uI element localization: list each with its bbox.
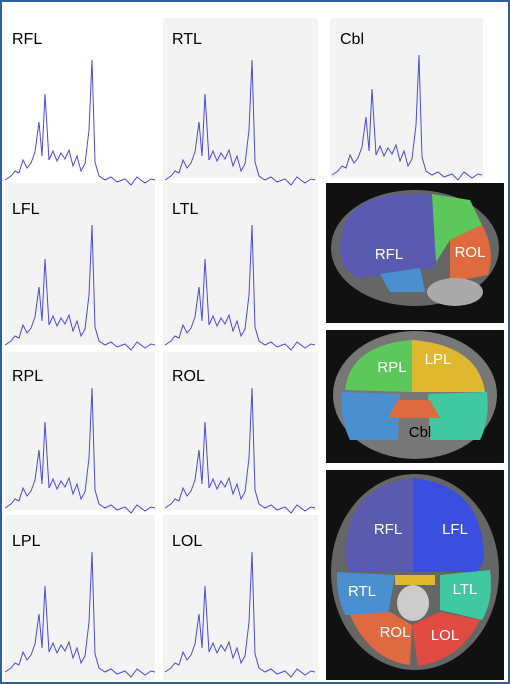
region-label: LPL bbox=[425, 351, 452, 368]
region bbox=[412, 612, 480, 666]
panel-label: ROL bbox=[172, 368, 205, 385]
panel-bg bbox=[163, 18, 318, 178]
region-label: RPL bbox=[377, 359, 406, 376]
region bbox=[450, 225, 491, 282]
region bbox=[345, 340, 412, 392]
region bbox=[413, 478, 484, 572]
region-label: ROL bbox=[380, 624, 411, 641]
region bbox=[440, 570, 491, 620]
brain-axial: RFL LFL RTL LTL ROL LOL bbox=[326, 470, 504, 680]
region bbox=[345, 478, 413, 572]
region-label: LTL bbox=[453, 581, 478, 598]
panel-label: Cbl bbox=[340, 31, 364, 48]
region bbox=[388, 400, 440, 418]
panel-bg bbox=[5, 18, 155, 178]
panel-bg bbox=[330, 18, 483, 178]
region bbox=[428, 392, 488, 440]
region bbox=[350, 612, 412, 665]
region-label: RFL bbox=[374, 521, 402, 538]
region-label: Cbl bbox=[409, 424, 432, 441]
region bbox=[341, 392, 400, 440]
region-label: RTL bbox=[348, 583, 376, 600]
region bbox=[395, 575, 435, 585]
panel-label: RPL bbox=[12, 368, 43, 385]
brain-coronal: RPL LPL Cbl bbox=[326, 330, 504, 463]
panel-bg bbox=[163, 352, 318, 510]
region-label: LFL bbox=[442, 521, 468, 538]
cerebellum bbox=[427, 278, 483, 306]
region bbox=[380, 268, 425, 292]
panel-label: LTL bbox=[172, 201, 198, 218]
panel-bg bbox=[163, 515, 318, 680]
panel-bg bbox=[5, 183, 155, 345]
panel-bg bbox=[5, 515, 155, 680]
panel-label: LPL bbox=[12, 533, 41, 550]
panel-bg bbox=[163, 183, 318, 345]
spectrum-panels: RFL RTL Cbl LFL LTL RPL ROL LPL LOL bbox=[4, 18, 483, 680]
region-label: RFL bbox=[375, 246, 403, 263]
brain-sagittal: RFL ROL bbox=[326, 183, 504, 323]
region bbox=[336, 572, 395, 615]
panel-bg bbox=[5, 352, 155, 510]
panel-label: RTL bbox=[172, 31, 202, 48]
region bbox=[412, 340, 485, 392]
region bbox=[340, 194, 436, 278]
region-label: ROL bbox=[455, 244, 486, 261]
panel-label: LFL bbox=[12, 201, 40, 218]
region-label: LOL bbox=[431, 627, 459, 644]
region bbox=[432, 194, 482, 262]
panel-label: RFL bbox=[12, 31, 42, 48]
panel-label: LOL bbox=[172, 533, 202, 550]
cerebellum bbox=[397, 585, 429, 621]
